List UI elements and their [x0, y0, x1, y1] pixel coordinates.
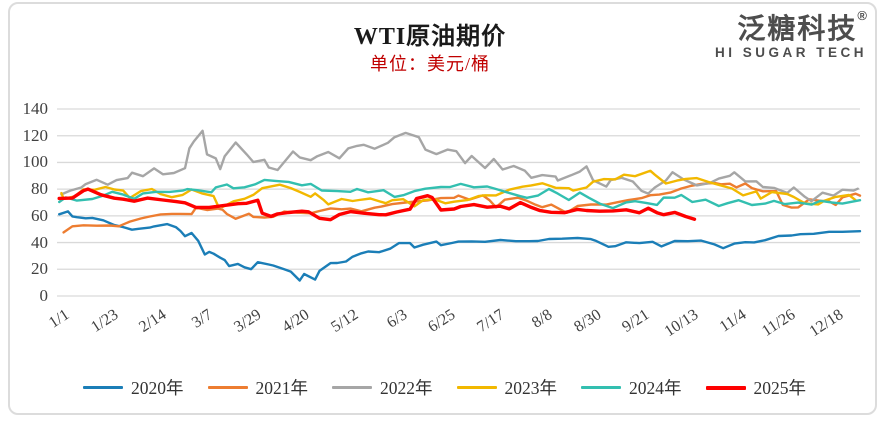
y-axis-tick-label: 0 [39, 286, 49, 305]
brand-logo: 泛糖科技® HI SUGAR TECH [714, 8, 867, 62]
series-lines [57, 129, 862, 282]
y-axis-tick-label: 40 [31, 232, 48, 252]
series-line-2023 [60, 169, 857, 209]
legend-swatch [456, 386, 497, 389]
y-axis-tick-label: 80 [31, 179, 48, 199]
legend: 2020年 2021年 2022年 2023年 2024年 2025年 [0, 375, 889, 400]
y-axis-tick-label: 100 [22, 152, 49, 172]
series-line-2022 [60, 129, 859, 203]
legend-swatch [332, 386, 372, 389]
legend-label: 2022年 [380, 378, 433, 398]
legend-swatch [705, 385, 746, 390]
series-line-2024 [58, 178, 862, 210]
brand-logo-cn: 泛糖科技 [737, 13, 858, 44]
registered-trademark-icon: ® [857, 8, 867, 23]
legend-label: 2021年 [255, 378, 309, 398]
legend-item-2023: 2023年 [456, 375, 558, 400]
legend-swatch [207, 386, 248, 389]
legend-item-2022: 2022年 [332, 375, 433, 400]
chart-title: WTI原油期价 [353, 24, 507, 50]
legend-item-2024: 2024年 [581, 375, 682, 400]
legend-item-2025: 2025年 [705, 375, 807, 400]
y-axis-tick-label: 120 [22, 125, 49, 145]
series-line-2020 [58, 210, 862, 282]
y-axis-tick-label: 140 [22, 99, 49, 118]
y-axis-tick-label: 60 [31, 205, 48, 225]
y-axis-tick-label: 20 [31, 259, 48, 279]
legend-item-2020: 2020年 [83, 375, 184, 400]
brand-logo-en: HI SUGAR TECH [714, 45, 867, 60]
chart-unit-label: 单位：美元/桶 [369, 54, 491, 74]
series-line-2025 [57, 187, 697, 222]
legend-label: 2020年 [131, 378, 184, 398]
legend-swatch [581, 386, 621, 389]
legend-label: 2024年 [629, 378, 682, 398]
legend-item-2021: 2021年 [207, 375, 309, 400]
legend-swatch [83, 386, 123, 389]
legend-label: 2025年 [753, 378, 807, 398]
legend-label: 2023年 [504, 378, 558, 398]
